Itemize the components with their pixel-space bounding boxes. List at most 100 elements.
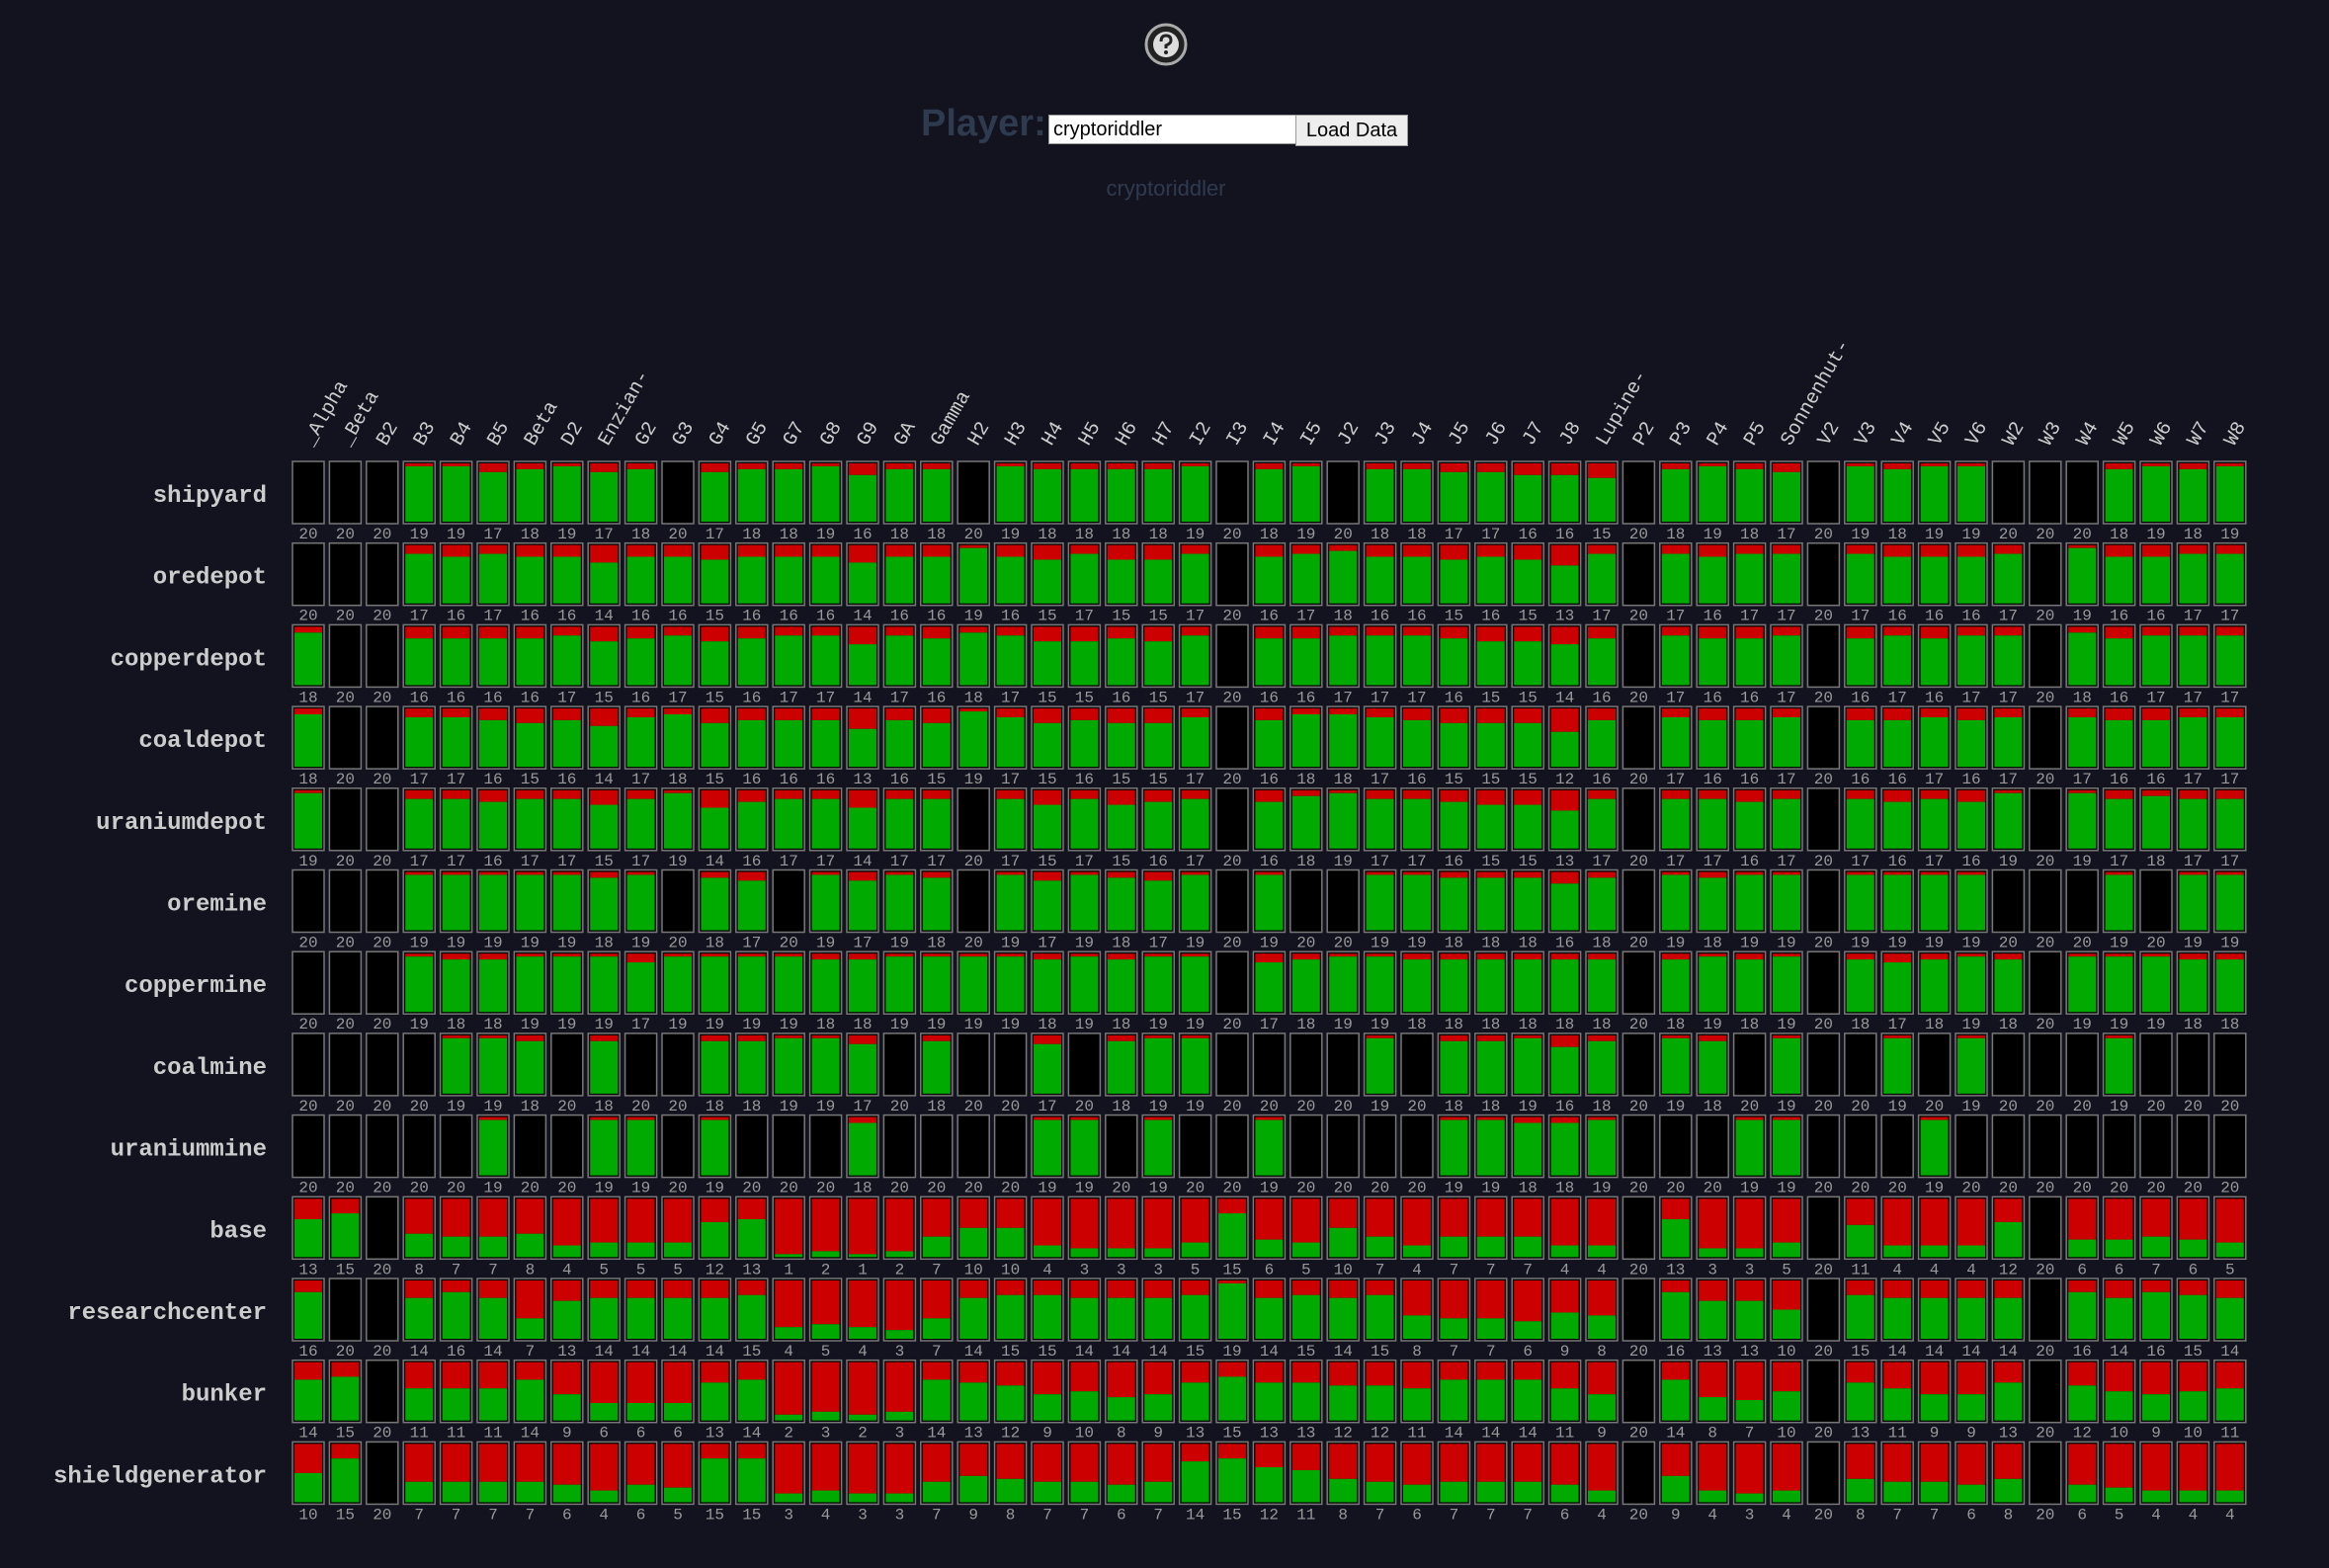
cell-remaining bbox=[1403, 1198, 1431, 1246]
cell-value: 19 bbox=[890, 1016, 909, 1033]
cell-value: 17 bbox=[1666, 853, 1685, 870]
cell-remaining bbox=[1773, 544, 1800, 554]
cell-bar bbox=[2105, 874, 2133, 931]
cell-value: 4 bbox=[784, 1343, 793, 1361]
cell-bar bbox=[1403, 1245, 1431, 1258]
cell-remaining bbox=[2179, 1444, 2207, 1491]
cell-bar bbox=[1070, 641, 1099, 686]
cell-remaining bbox=[1514, 871, 1542, 878]
cell-remaining bbox=[1994, 1198, 2023, 1222]
cell-remaining bbox=[1107, 626, 1135, 639]
load-button[interactable]: Load Data bbox=[1295, 115, 1408, 146]
cell-value: 20 bbox=[1814, 1098, 1833, 1115]
help-icon[interactable] bbox=[1144, 23, 1188, 66]
player-input[interactable] bbox=[1048, 115, 1297, 144]
cell-remaining bbox=[1588, 953, 1616, 960]
cell-remaining bbox=[1440, 1280, 1468, 1319]
cell-value: 15 bbox=[1592, 526, 1611, 543]
cell-remaining bbox=[1773, 871, 1800, 875]
cell-value: 7 bbox=[1745, 1425, 1755, 1443]
cell-remaining bbox=[885, 708, 914, 720]
cell-frame bbox=[957, 1114, 990, 1179]
cell-bar bbox=[1107, 638, 1135, 686]
cell-bar bbox=[959, 1382, 988, 1421]
cell-remaining bbox=[1588, 789, 1616, 799]
cell-value: 14 bbox=[1186, 1506, 1205, 1524]
cell-value: 16 bbox=[1149, 853, 1168, 870]
cell-bar bbox=[1588, 1245, 1616, 1258]
cell-value: 19 bbox=[483, 1098, 502, 1115]
cell-bar bbox=[1403, 1484, 1431, 1503]
cell-remaining bbox=[1144, 871, 1173, 881]
cell-value: 19 bbox=[2146, 1016, 2165, 1033]
cell-bar bbox=[1107, 1040, 1135, 1094]
cell-remaining bbox=[1773, 1116, 1800, 1120]
cell-frame bbox=[328, 787, 363, 852]
cell-bar bbox=[885, 798, 914, 849]
cell-remaining bbox=[1883, 953, 1912, 963]
cell-value: 15 bbox=[1445, 771, 1463, 788]
cell-bar bbox=[552, 635, 581, 686]
cell-remaining bbox=[959, 953, 988, 957]
cell-value: 20 bbox=[1814, 1343, 1833, 1361]
cell-value: 18 bbox=[1555, 1016, 1574, 1033]
cell-bar bbox=[1440, 1318, 1468, 1339]
cell-remaining bbox=[1440, 953, 1468, 960]
cell-value: 15 bbox=[336, 1506, 355, 1524]
cell-value: 16 bbox=[1961, 853, 1980, 870]
cell-value: 6 bbox=[1117, 1506, 1126, 1524]
cell-value: 16 bbox=[1445, 689, 1463, 706]
cell-remaining bbox=[664, 1362, 692, 1403]
cell-frame bbox=[661, 1032, 695, 1097]
cell-value: 17 bbox=[1001, 853, 1020, 870]
cell-remaining bbox=[1773, 1444, 1800, 1491]
cell-remaining bbox=[1883, 1280, 1912, 1298]
cell-bar bbox=[1366, 716, 1394, 768]
cell-bar bbox=[2068, 1239, 2097, 1258]
cell-remaining bbox=[1403, 463, 1431, 469]
cell-frame bbox=[1806, 1441, 1841, 1506]
cell-bar bbox=[1550, 731, 1579, 768]
cell-bar bbox=[1514, 641, 1542, 686]
cell-bar bbox=[664, 792, 692, 849]
cell-remaining bbox=[1070, 1116, 1099, 1120]
cell-bar bbox=[1957, 956, 1985, 1013]
cell-remaining bbox=[1070, 789, 1099, 799]
cell-value: 12 bbox=[1371, 1425, 1389, 1443]
cell-value: 11 bbox=[1296, 1506, 1315, 1524]
cell-remaining bbox=[552, 1444, 581, 1485]
cell-value: 9 bbox=[1966, 1425, 1976, 1443]
cell-bar bbox=[590, 641, 619, 686]
cell-remaining bbox=[1920, 708, 1949, 717]
cell-value: 17 bbox=[557, 853, 576, 870]
cell-value: 15 bbox=[336, 1261, 355, 1279]
cell-frame bbox=[624, 1032, 658, 1097]
cell-remaining bbox=[590, 953, 619, 957]
cell-remaining bbox=[1735, 544, 1764, 554]
cell-remaining bbox=[1070, 1280, 1099, 1298]
cell-bar bbox=[2068, 716, 2097, 768]
cell-remaining bbox=[1329, 1362, 1358, 1386]
cell-value: 10 bbox=[1334, 1261, 1353, 1279]
cell-remaining bbox=[2142, 626, 2170, 636]
cell-bar bbox=[1661, 798, 1690, 849]
cell-bar bbox=[442, 556, 470, 604]
cell-value: 18 bbox=[742, 526, 761, 543]
cell-remaining bbox=[1735, 953, 1764, 960]
cell-bar bbox=[701, 807, 729, 849]
cell-value: 18 bbox=[1740, 526, 1759, 543]
cell-remaining bbox=[1255, 463, 1284, 469]
cell-value: 16 bbox=[927, 689, 946, 706]
cell-bar bbox=[1291, 1294, 1320, 1339]
cell-remaining bbox=[959, 1444, 988, 1476]
cell-value: 17 bbox=[1371, 689, 1389, 706]
cell-bar bbox=[1735, 638, 1764, 686]
cell-bar bbox=[1440, 877, 1468, 931]
cell-value: 20 bbox=[1961, 1180, 1980, 1197]
cell-frame bbox=[2176, 1114, 2210, 1179]
cell-remaining bbox=[1403, 626, 1431, 636]
cell-value: 20 bbox=[2073, 526, 2092, 543]
column-label: J2 bbox=[1333, 418, 1365, 450]
cell-remaining bbox=[1514, 1034, 1542, 1038]
cell-value: 19 bbox=[816, 935, 835, 952]
